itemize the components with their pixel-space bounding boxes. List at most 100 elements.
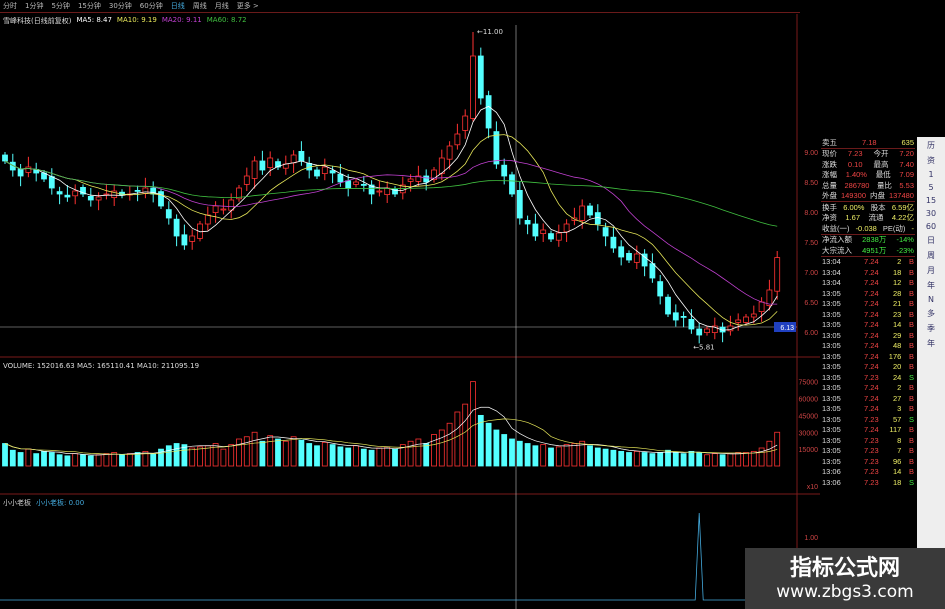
volume-bar xyxy=(462,403,469,467)
tick-cell: 18 xyxy=(892,477,902,487)
volume-bar xyxy=(282,440,289,467)
candle-body xyxy=(680,315,687,318)
tick-cell: 7.23 xyxy=(864,477,879,487)
sidebar-button[interactable]: 多 xyxy=(927,309,935,318)
kline-chart[interactable]: 9.00 8.50 8.00 7.50 7.00 6.50 6.00 6.13 75000 600… xyxy=(0,0,820,609)
sidebar-button[interactable]: 季 xyxy=(927,324,935,333)
volume-bar xyxy=(306,443,313,467)
period-tab[interactable]: 分时 xyxy=(3,2,17,10)
candle-body xyxy=(672,312,679,321)
candle-body xyxy=(384,187,391,195)
candle-body xyxy=(360,183,367,186)
quote-cell: 换手 xyxy=(822,202,837,212)
tick-cell: 13:05 xyxy=(822,362,841,372)
sidebar-button[interactable]: 周 xyxy=(927,251,935,260)
candle-body xyxy=(407,178,414,182)
volume-bar xyxy=(384,446,391,467)
quote-row: 收益(一) -0.038 PE(动) - xyxy=(821,223,915,234)
period-tab[interactable]: 30分钟 xyxy=(108,2,132,10)
sidebar-button[interactable]: 年 xyxy=(927,281,935,290)
period-tab[interactable]: 月线 xyxy=(214,2,229,10)
quote-row: 净流入额 2838万 -14% xyxy=(821,235,915,246)
candle-body xyxy=(368,184,375,195)
sidebar-button[interactable]: 30 xyxy=(925,209,937,218)
quote-cell: 6.59亿 xyxy=(891,202,914,212)
quote-cell: 现价 xyxy=(822,149,837,159)
period-tab[interactable]: 日线 xyxy=(170,2,185,10)
volume-bar xyxy=(111,452,118,467)
tick-cell: 13:05 xyxy=(822,351,841,361)
sidebar-button[interactable]: N xyxy=(928,295,934,304)
candle-body xyxy=(2,154,8,162)
volume-bar xyxy=(688,450,695,467)
tick-row: 13:05 7.24 14 B xyxy=(821,320,915,331)
tick-cell: 29 xyxy=(892,330,902,340)
quote-row: 总量 286780 量比 5.53 xyxy=(821,180,915,191)
sidebar-button[interactable]: 日 xyxy=(927,236,935,245)
sidebar-button[interactable]: 年 xyxy=(927,339,935,348)
period-tab[interactable]: 15分钟 xyxy=(77,2,101,10)
watermark: 指标公式网 www.zbgs3.com xyxy=(745,548,945,609)
period-tab[interactable]: 周线 xyxy=(192,2,207,10)
volume-bar xyxy=(680,453,687,467)
tick-cell: 7.24 xyxy=(864,309,879,319)
sidebar-button[interactable]: 5 xyxy=(928,183,934,192)
quote-cell: 635 xyxy=(901,137,914,147)
divider xyxy=(821,147,915,149)
candle-body xyxy=(165,209,172,219)
volume-ma10-line xyxy=(4,418,778,455)
tick-cell: 7.24 xyxy=(864,330,879,340)
volume-bar xyxy=(80,454,86,467)
candle-body xyxy=(80,186,86,195)
quote-cell: 收益(一) xyxy=(822,223,850,233)
volume-bar xyxy=(610,449,617,467)
ma60-line xyxy=(4,160,778,227)
divider xyxy=(821,255,915,257)
volume-bar xyxy=(618,450,625,467)
tick-cell: 7.24 xyxy=(864,383,879,393)
tick-row: 13:04 7.24 2 B xyxy=(821,257,915,268)
tick-row: 13:05 7.24 3 B xyxy=(821,404,915,415)
tick-list[interactable]: 13:04 7.24 2 B 13:04 7.24 18 B 13:04 7.24 12 B 13:05… xyxy=(821,257,915,488)
price-tick: 8.00 xyxy=(804,210,818,217)
tick-cell: 48 xyxy=(892,341,902,351)
volume-bar xyxy=(95,454,102,467)
quote-row: 卖五 7.18 635 xyxy=(821,137,915,148)
tick-cell: 57 xyxy=(892,414,902,424)
tick-cell: B xyxy=(908,341,914,351)
tick-cell: S xyxy=(908,477,914,487)
candle-body xyxy=(197,223,203,239)
sidebar-button[interactable]: 15 xyxy=(925,196,937,205)
period-tab[interactable]: 60分钟 xyxy=(139,2,163,10)
candle-body xyxy=(95,196,102,201)
quote-cell: 149300 xyxy=(840,191,866,201)
tick-cell: 12 xyxy=(892,278,902,288)
divider xyxy=(821,233,915,235)
quote-cell: 4.22亿 xyxy=(891,213,914,223)
volume-bar xyxy=(329,444,336,467)
volume-bar xyxy=(407,440,414,467)
sidebar-button[interactable]: 月 xyxy=(927,266,935,275)
sidebar-button[interactable]: 60 xyxy=(925,222,937,231)
volume-bar xyxy=(594,447,601,467)
volume-bar xyxy=(56,454,63,467)
ma20-label: MA20: 9.11 xyxy=(161,16,202,24)
watermark-url: www.zbgs3.com xyxy=(776,582,914,602)
period-tab[interactable]: 5分钟 xyxy=(51,2,70,10)
candle-body xyxy=(438,157,445,175)
tick-cell: B xyxy=(908,278,914,288)
tick-cell: 27 xyxy=(892,393,902,403)
sidebar-button[interactable]: 历 xyxy=(927,141,935,150)
sidebar-button[interactable]: 资 xyxy=(927,156,935,165)
tick-row: 13:05 7.24 29 B xyxy=(821,330,915,341)
indicator-line xyxy=(0,512,797,601)
volume-bar xyxy=(181,444,188,467)
quote-cell: 净流入额 xyxy=(822,235,852,245)
tick-cell: 7.24 xyxy=(864,267,879,277)
volume-bar xyxy=(727,453,734,467)
period-tab[interactable]: 更多 > xyxy=(236,2,259,10)
period-tab[interactable]: 1分钟 xyxy=(25,2,44,10)
cursor-price-box xyxy=(774,322,796,332)
tick-row: 13:04 7.24 12 B xyxy=(821,278,915,289)
sidebar-button[interactable]: 1 xyxy=(928,170,934,179)
